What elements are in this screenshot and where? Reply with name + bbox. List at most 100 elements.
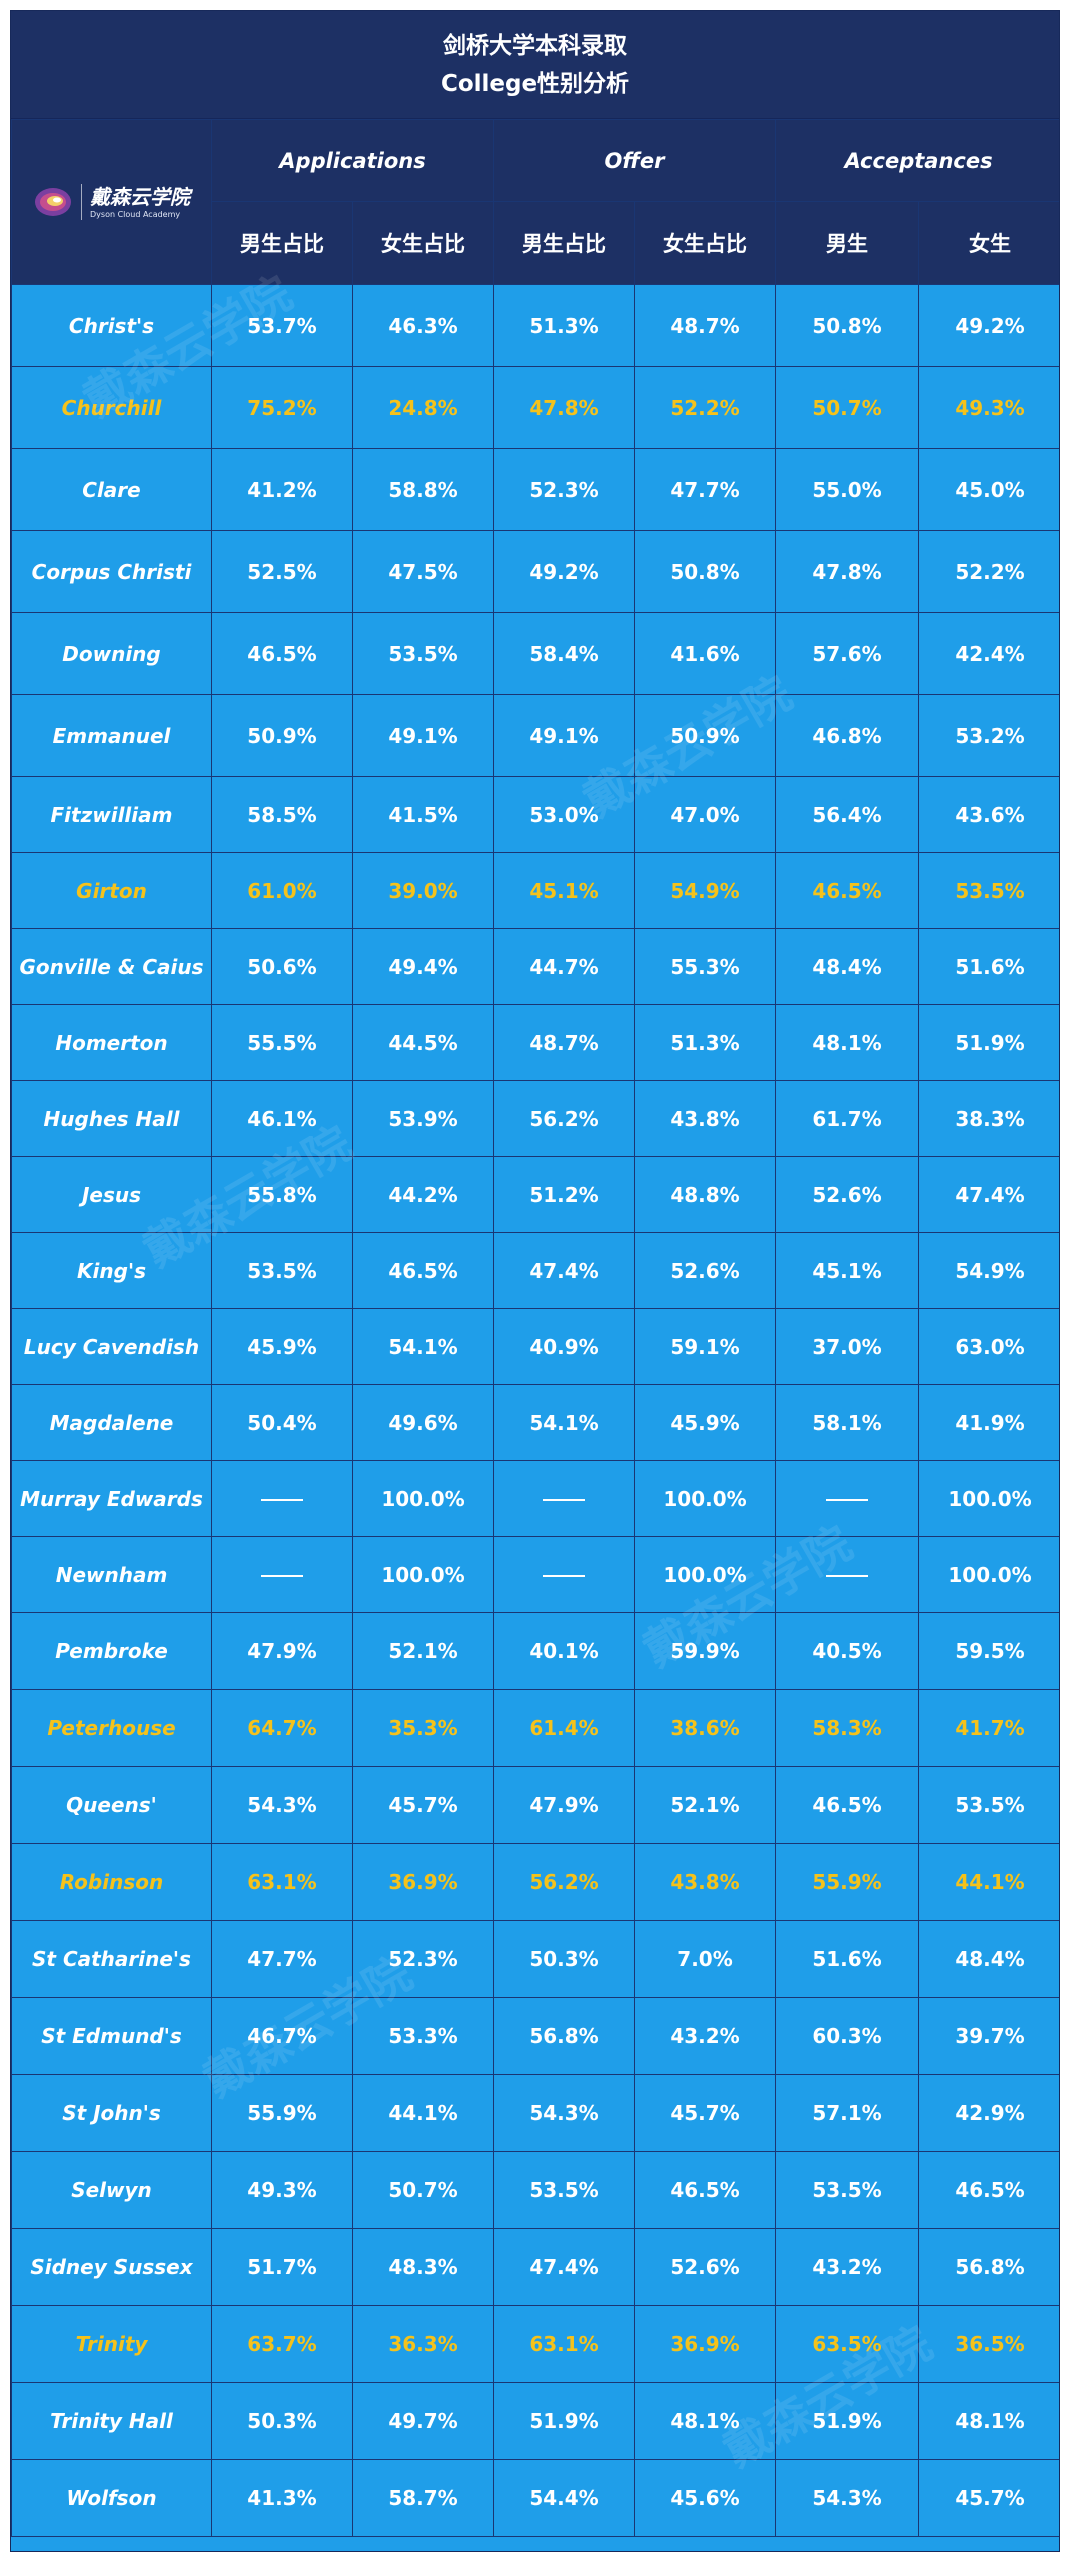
college-name-cell: Homerton — [11, 1004, 212, 1081]
cell-applications-male: 50.6% — [211, 928, 353, 1005]
cell-acceptances-female: 49.3% — [918, 366, 1059, 449]
cell-offer-female: 43.8% — [634, 1080, 777, 1157]
cell-acceptances-male: 51.6% — [775, 1920, 920, 1998]
cell-applications-female: 58.8% — [351, 448, 495, 531]
cell-applications-male: 46.1% — [211, 1080, 353, 1157]
sub-header-offer-female: 女生占比 — [634, 201, 777, 285]
cell-offer-male: 51.9% — [493, 2382, 636, 2460]
cell-applications-male: 54.3% — [211, 1766, 353, 1844]
dash-icon — [543, 1575, 586, 1577]
college-name-cell: Fitzwilliam — [11, 776, 212, 853]
cell-offer-male: 56.8% — [493, 1997, 636, 2075]
college-name-cell: Robinson — [11, 1843, 212, 1921]
cell-applications-female: 44.5% — [351, 1004, 495, 1081]
table-row: St John's 55.9% 44.1% 54.3% 45.7% 57.1% 42.9% — [11, 2074, 1059, 2152]
cell-acceptances-male — [775, 1536, 920, 1613]
cell-acceptances-female: 45.0% — [918, 448, 1059, 531]
cell-applications-male: 58.5% — [211, 776, 353, 853]
cell-applications-female: 46.5% — [351, 1232, 495, 1309]
cell-offer-female: 50.9% — [634, 694, 777, 777]
dash-icon — [826, 1499, 869, 1501]
college-name-cell: Corpus Christi — [11, 530, 212, 613]
cell-offer-female: 54.9% — [634, 852, 777, 929]
table-row: Trinity 63.7% 36.3% 63.1% 36.9% 63.5% 36.5% — [11, 2305, 1059, 2383]
cell-acceptances-male: 50.7% — [775, 366, 920, 449]
cell-offer-male: 48.7% — [493, 1004, 636, 1081]
college-name-cell: Trinity — [11, 2305, 212, 2383]
college-name-cell: Queens' — [11, 1766, 212, 1844]
cell-acceptances-female: 59.5% — [918, 1612, 1059, 1690]
cell-offer-female: 36.9% — [634, 2305, 777, 2383]
table-body: Christ's 53.7% 46.3% 51.3% 48.7% 50.8% 49.2% Ch… — [11, 284, 1059, 2537]
college-name-cell: Newnham — [11, 1536, 212, 1613]
cell-acceptances-male: 40.5% — [775, 1612, 920, 1690]
table-row: Emmanuel 50.9% 49.1% 49.1% 50.9% 46.8% 53.2% — [11, 694, 1059, 777]
sub-header-applications-female: 女生占比 — [351, 201, 495, 285]
cell-applications-male: 53.7% — [211, 284, 353, 367]
cell-acceptances-female: 42.9% — [918, 2074, 1059, 2152]
table-row: Corpus Christi 52.5% 47.5% 49.2% 50.8% 47.8% 5… — [11, 530, 1059, 613]
cell-applications-male: 64.7% — [211, 1689, 353, 1767]
cell-applications-male: 51.7% — [211, 2228, 353, 2306]
cell-offer-female: 100.0% — [634, 1536, 777, 1613]
cell-applications-female: 100.0% — [351, 1536, 495, 1613]
dash-icon — [543, 1499, 586, 1501]
cell-applications-female: 44.1% — [351, 2074, 495, 2152]
cell-applications-female: 46.3% — [351, 284, 495, 367]
sub-header-acceptances-male: 男生 — [775, 201, 920, 285]
college-name-cell: Christ's — [11, 284, 212, 367]
cell-acceptances-male: 60.3% — [775, 1997, 920, 2075]
cell-acceptances-male: 52.6% — [775, 1156, 920, 1233]
dash-icon — [826, 1575, 869, 1577]
college-name-cell: King's — [11, 1232, 212, 1309]
cell-acceptances-male: 43.2% — [775, 2228, 920, 2306]
college-name-cell: Sidney Sussex — [11, 2228, 212, 2306]
cell-applications-male — [211, 1536, 353, 1613]
cell-offer-male: 56.2% — [493, 1080, 636, 1157]
cell-offer-female: 52.6% — [634, 1232, 777, 1309]
logo-cell: 戴森云学院 Dyson Cloud Academy — [11, 119, 212, 285]
cell-applications-female: 49.4% — [351, 928, 495, 1005]
table-row: Pembroke 47.9% 52.1% 40.1% 59.9% 40.5% 59.5% — [11, 1612, 1059, 1690]
college-name-cell: Pembroke — [11, 1612, 212, 1690]
table-row: Queens' 54.3% 45.7% 47.9% 52.1% 46.5% 53.5% — [11, 1766, 1059, 1844]
cell-applications-female: 54.1% — [351, 1308, 495, 1385]
cell-offer-male: 63.1% — [493, 2305, 636, 2383]
cell-acceptances-female: 49.2% — [918, 284, 1059, 367]
cell-acceptances-female: 43.6% — [918, 776, 1059, 853]
cell-offer-female: 7.0% — [634, 1920, 777, 1998]
group-header-applications: Applications — [210, 119, 495, 202]
table-row: Homerton 55.5% 44.5% 48.7% 51.3% 48.1% 51.9% — [11, 1004, 1059, 1081]
cell-offer-female: 100.0% — [634, 1460, 777, 1537]
college-name-cell: Churchill — [11, 366, 212, 449]
group-header-offer: Offer — [493, 119, 777, 202]
college-name-cell: Wolfson — [11, 2459, 212, 2537]
cell-applications-male: 75.2% — [211, 366, 353, 449]
cell-acceptances-female: 48.1% — [918, 2382, 1059, 2460]
cell-applications-male: 61.0% — [211, 852, 353, 929]
cell-acceptances-male: 48.1% — [775, 1004, 920, 1081]
cell-acceptances-female: 100.0% — [918, 1460, 1059, 1537]
cell-applications-male: 47.7% — [211, 1920, 353, 1998]
college-name-cell: Trinity Hall — [11, 2382, 212, 2460]
cell-applications-female: 53.9% — [351, 1080, 495, 1157]
college-name-cell: Gonville & Caius — [11, 928, 212, 1005]
cell-acceptances-female: 52.2% — [918, 530, 1059, 613]
cell-acceptances-male: 37.0% — [775, 1308, 920, 1385]
dash-icon — [261, 1499, 303, 1501]
cell-acceptances-male: 47.8% — [775, 530, 920, 613]
table-row: Gonville & Caius 50.6% 49.4% 44.7% 55.3% 48.4… — [11, 928, 1059, 1005]
cell-acceptances-female: 63.0% — [918, 1308, 1059, 1385]
cell-offer-female: 47.7% — [634, 448, 777, 531]
cell-offer-male: 40.9% — [493, 1308, 636, 1385]
cell-offer-female: 52.6% — [634, 2228, 777, 2306]
logo-name-en: Dyson Cloud Academy — [90, 209, 181, 219]
cell-applications-male: 45.9% — [211, 1308, 353, 1385]
cell-offer-female: 52.2% — [634, 366, 777, 449]
cell-acceptances-female: 54.9% — [918, 1232, 1059, 1309]
cell-acceptances-male: 55.9% — [775, 1843, 920, 1921]
cell-offer-male: 53.5% — [493, 2151, 636, 2229]
college-name-cell: St Catharine's — [11, 1920, 212, 1998]
cell-applications-male: 63.1% — [211, 1843, 353, 1921]
cell-applications-female: 49.1% — [351, 694, 495, 777]
